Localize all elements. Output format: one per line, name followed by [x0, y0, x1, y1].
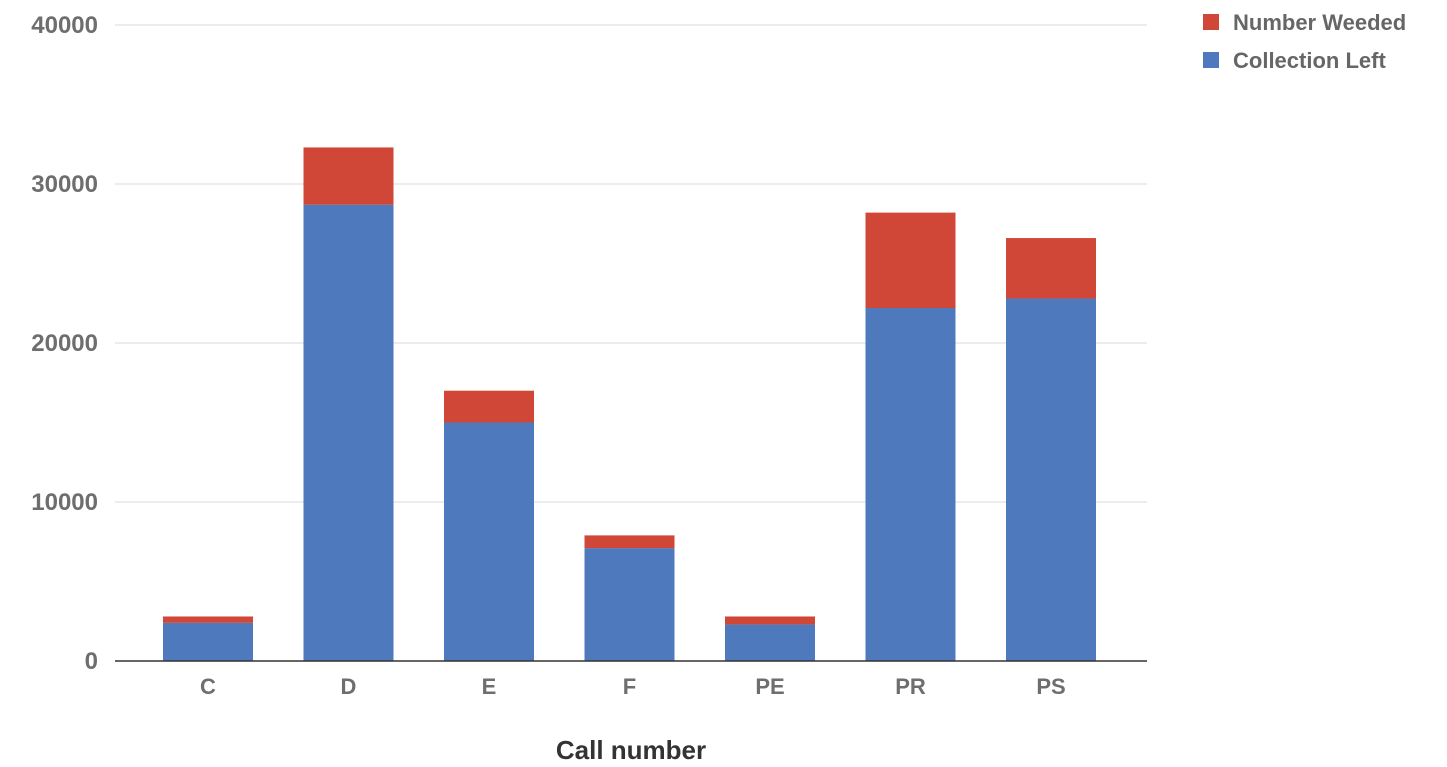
bar-collection-left-d [303, 204, 394, 662]
bar-number-weeded-pe [725, 616, 815, 625]
bar-collection-left-ps [1006, 298, 1096, 661]
bar-collection-left-f [584, 548, 675, 661]
legend-swatch-collection-left [1203, 52, 1219, 68]
y-tick-label: 0 [85, 648, 98, 675]
y-tick-label: 40000 [31, 12, 98, 39]
gridlines [115, 24, 1147, 503]
y-axis-ticks: 0 10000 20000 30000 40000 [31, 12, 98, 675]
bar-number-weeded-d [303, 147, 394, 205]
bar-number-weeded-c [163, 616, 253, 623]
legend-label-collection-left: Collection Left [1233, 48, 1386, 73]
bar-number-weeded-f [584, 535, 675, 549]
y-tick-label: 10000 [31, 489, 98, 516]
x-tick-label: F [623, 674, 636, 699]
legend-swatch-number-weeded [1203, 14, 1219, 30]
y-tick-label: 20000 [31, 330, 98, 357]
legend: Number Weeded Collection Left [1203, 10, 1406, 73]
x-tick-label: PE [755, 674, 784, 699]
bar-collection-left-pr [865, 308, 956, 661]
x-tick-label: C [200, 674, 216, 699]
bar-collection-left-pe [725, 624, 815, 661]
bars [163, 147, 1096, 662]
x-tick-label: PS [1036, 674, 1065, 699]
x-tick-label: E [482, 674, 497, 699]
x-tick-label: PR [895, 674, 926, 699]
bar-collection-left-c [163, 622, 253, 661]
bar-collection-left-e [444, 422, 534, 661]
y-tick-label: 30000 [31, 171, 98, 198]
bar-number-weeded-e [444, 390, 534, 423]
bar-number-weeded-ps [1006, 238, 1096, 299]
legend-label-number-weeded: Number Weeded [1233, 10, 1406, 35]
x-tick-label: D [341, 674, 357, 699]
bar-number-weeded-pr [865, 212, 956, 309]
x-axis-title: Call number [556, 735, 706, 765]
x-axis-ticks: C D E F PE PR PS [200, 674, 1066, 699]
